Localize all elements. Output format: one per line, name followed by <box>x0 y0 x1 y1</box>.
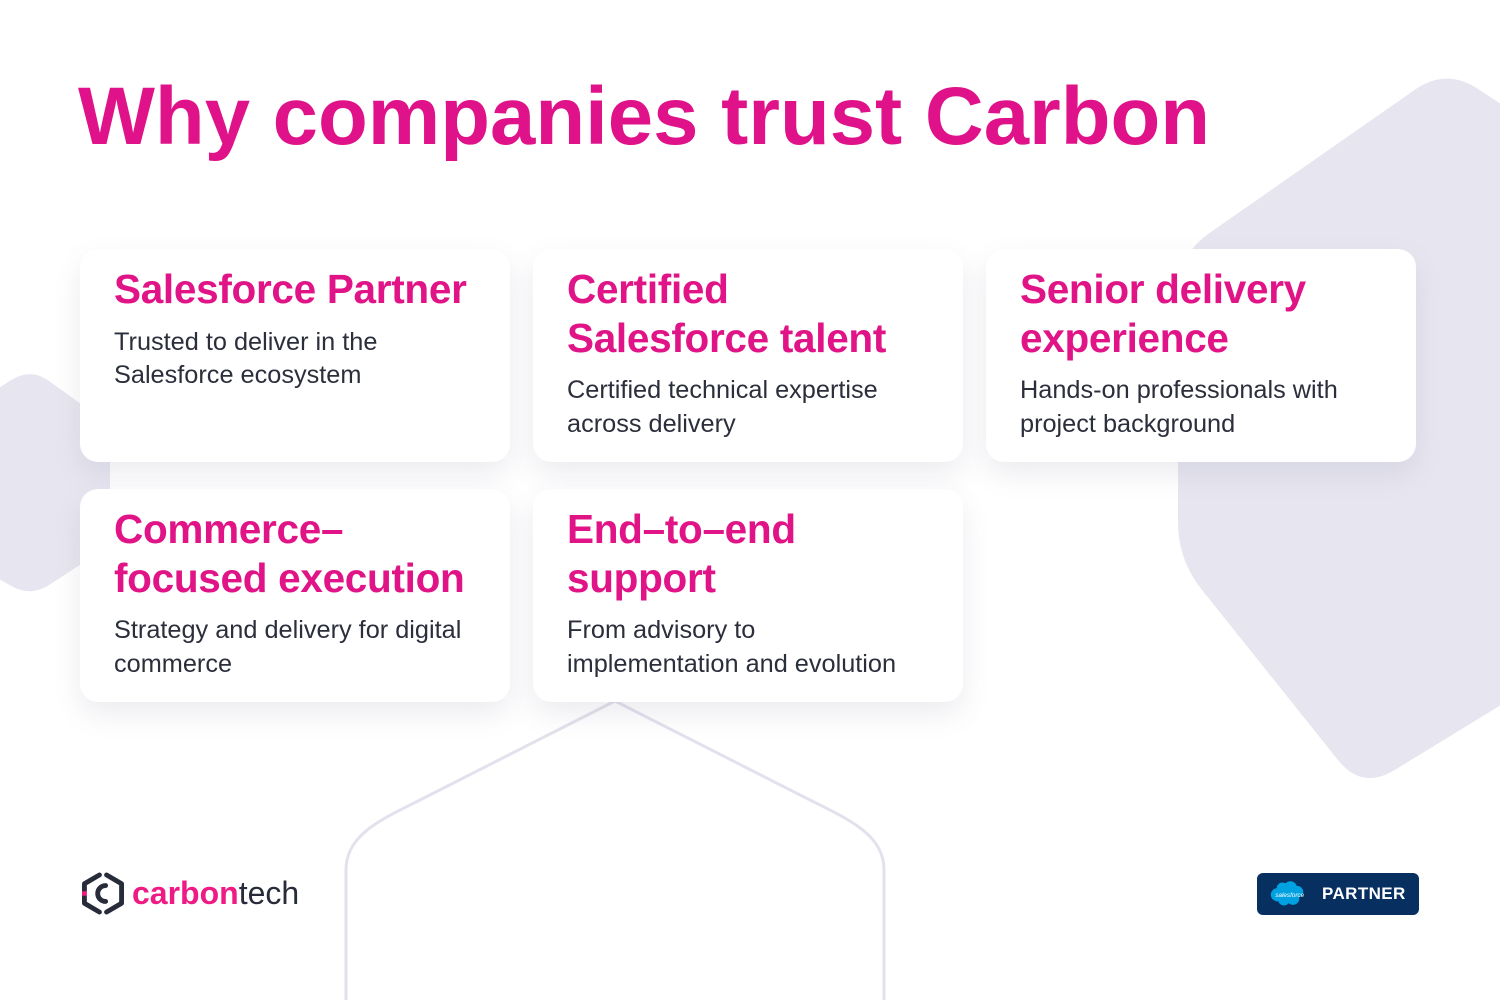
svg-text:salesforce: salesforce <box>1275 892 1304 899</box>
